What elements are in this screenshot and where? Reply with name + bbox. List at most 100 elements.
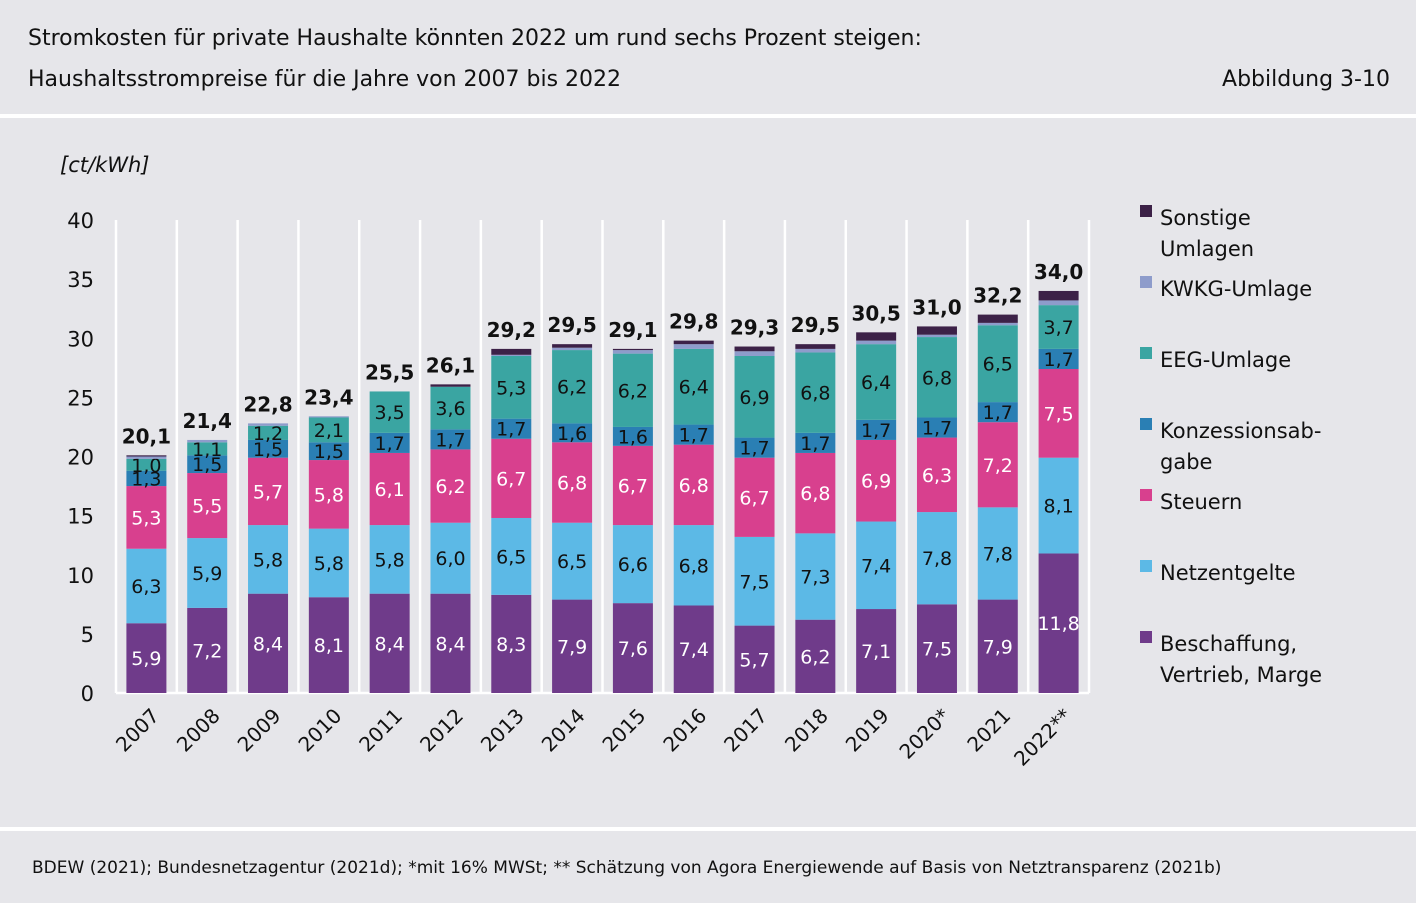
data-label: 1,1 (192, 439, 222, 461)
bar-segment (187, 538, 228, 608)
bar-segment (1038, 305, 1079, 349)
data-label: 1,6 (618, 426, 648, 448)
bar-segment (916, 604, 957, 693)
bar-segment (916, 334, 957, 338)
legend-label: gabe (1160, 450, 1212, 474)
bar-segment (795, 432, 836, 453)
bar-segment (734, 355, 775, 438)
data-label: 6,2 (435, 476, 465, 498)
bar-segment (430, 593, 471, 693)
total-label: 23,4 (304, 385, 353, 409)
data-label: 7,9 (557, 636, 587, 658)
bar-segment (126, 470, 167, 487)
bar-segment (126, 456, 167, 459)
x-tick-label: 2009 (233, 704, 286, 757)
x-tick-label: 2018 (780, 704, 833, 757)
bar-segment (734, 346, 775, 352)
bar-segment (795, 452, 836, 534)
x-tick-label: 2022** (1009, 704, 1076, 771)
bar-segment (308, 528, 349, 598)
bar-segment (308, 417, 349, 443)
data-label: 6,8 (800, 383, 830, 405)
chart-subtitle: Haushaltsstrompreise für die Jahre von 2… (28, 67, 622, 92)
x-tick-label: 2020* (894, 704, 954, 764)
bar-segment (308, 442, 349, 461)
bar-segment (430, 386, 471, 430)
bar-segment (1038, 348, 1079, 369)
data-label: 5,8 (375, 549, 405, 571)
data-label: 7,4 (861, 555, 891, 577)
total-label: 29,5 (791, 313, 840, 337)
bar-segment (1038, 300, 1079, 306)
data-label: 6,1 (375, 479, 405, 501)
legend-label: Konzessionsab- (1160, 419, 1321, 443)
bar-segment (552, 423, 593, 443)
total-label: 29,3 (730, 316, 779, 340)
bar-segment (126, 458, 167, 471)
data-label: 6,9 (739, 387, 769, 409)
data-label: 6,7 (618, 475, 648, 497)
total-label: 20,1 (122, 424, 171, 448)
data-label: 7,5 (922, 639, 952, 661)
bar-segment (856, 439, 897, 522)
data-label: 7,2 (192, 640, 222, 662)
top-divider (0, 114, 1416, 118)
data-label: 5,9 (192, 563, 222, 585)
legend-swatch (1140, 347, 1152, 359)
bar-segment (977, 507, 1018, 600)
data-label: 6,2 (618, 380, 648, 402)
bar-segment (856, 332, 897, 341)
data-label: 6,4 (861, 372, 891, 394)
x-tick-label: 2021 (962, 704, 1015, 757)
bar-segment (977, 322, 1018, 326)
bar-segment (187, 442, 228, 456)
bar-segment (491, 355, 532, 419)
bar-segment (795, 533, 836, 620)
data-label: 1,5 (314, 441, 344, 463)
bar-segment (673, 605, 714, 693)
bar-segment (552, 350, 593, 424)
data-label: 6,8 (557, 473, 587, 495)
bar-segment (552, 522, 593, 600)
bar-segment (430, 384, 471, 387)
bar-segment (187, 607, 228, 693)
bar-segment (673, 444, 714, 526)
bar-segment (673, 344, 714, 349)
bar-segment (977, 402, 1018, 423)
data-label: 6,9 (861, 471, 891, 493)
data-label: 3,7 (1043, 317, 1073, 339)
x-tick-label: 2015 (597, 704, 650, 757)
data-label: 8,3 (496, 634, 526, 656)
y-tick-label: 0 (81, 682, 94, 706)
data-label: 7,5 (739, 571, 769, 593)
data-label: 5,9 (131, 648, 161, 670)
bar-segment (795, 352, 836, 433)
data-label: 8,4 (253, 633, 283, 655)
bar-segment (612, 350, 653, 354)
bar-segment (491, 594, 532, 693)
y-tick-label: 40 (67, 209, 94, 233)
bar-segment (491, 418, 532, 439)
data-label: 6,8 (679, 475, 709, 497)
data-label: 6,5 (983, 354, 1013, 376)
x-tick-label: 2016 (658, 704, 711, 757)
y-tick-label: 35 (67, 268, 94, 292)
legend-label: Beschaffung, (1160, 632, 1297, 656)
data-label: 6,8 (679, 555, 709, 577)
data-label: 6,8 (922, 367, 952, 389)
data-label: 6,5 (557, 551, 587, 573)
y-unit-label: [ct/kWh] (60, 153, 149, 177)
x-tick-label: 2014 (537, 704, 590, 757)
bar-segment (126, 623, 167, 693)
total-label: 29,8 (669, 310, 718, 334)
x-tick-label: 2007 (111, 704, 164, 757)
legend-swatch (1140, 276, 1152, 288)
data-label: 1,7 (679, 425, 709, 447)
x-tick-label: 2011 (354, 704, 407, 757)
bar-segment (977, 422, 1018, 508)
bar-segment (248, 425, 289, 440)
x-tick-label: 2013 (476, 704, 529, 757)
data-label: 6,3 (131, 576, 161, 598)
bar-segment (673, 525, 714, 606)
bar-segment (248, 423, 289, 426)
